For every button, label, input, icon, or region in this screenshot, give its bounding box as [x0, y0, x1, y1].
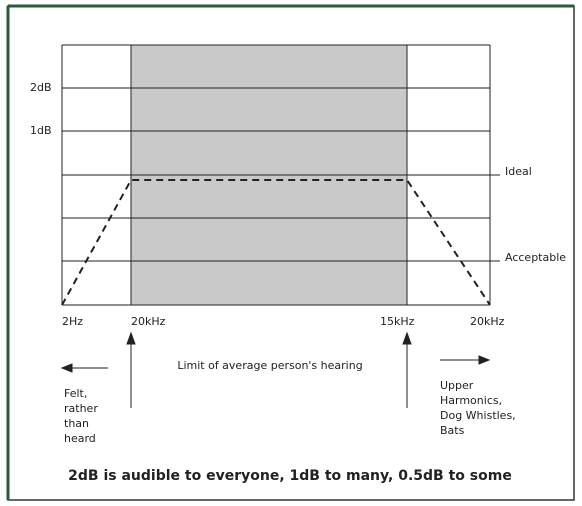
arrow-head [478, 355, 491, 365]
arrow-head [126, 331, 136, 345]
note-line: Felt, [64, 387, 87, 400]
right-label: Ideal [505, 165, 532, 178]
x-label: 20kHz [470, 315, 505, 328]
arrow-head [60, 363, 73, 373]
x-label: 20kHz [131, 315, 166, 328]
y-label: 2dB [30, 81, 52, 94]
note-line: Harmonics, [440, 394, 502, 407]
response-curve [61, 179, 491, 306]
arrow-head [402, 331, 412, 345]
caption: 2dB is audible to everyone, 1dB to many,… [68, 468, 512, 484]
hearing-limit: Limit of average person's hearing [177, 359, 362, 372]
note-line: Dog Whistles, [440, 409, 516, 422]
x-label: 2Hz [62, 315, 83, 328]
note-line: Upper [440, 379, 474, 392]
grid [61, 44, 491, 306]
note-line: rather [64, 402, 98, 415]
note-line: than [64, 417, 89, 430]
x-label: 15kHz [380, 315, 415, 328]
right-label: Acceptable [505, 251, 566, 264]
y-label: 1dB [30, 124, 52, 137]
note-line: Bats [440, 424, 465, 437]
note-line: heard [64, 432, 96, 445]
arrows [60, 331, 491, 408]
